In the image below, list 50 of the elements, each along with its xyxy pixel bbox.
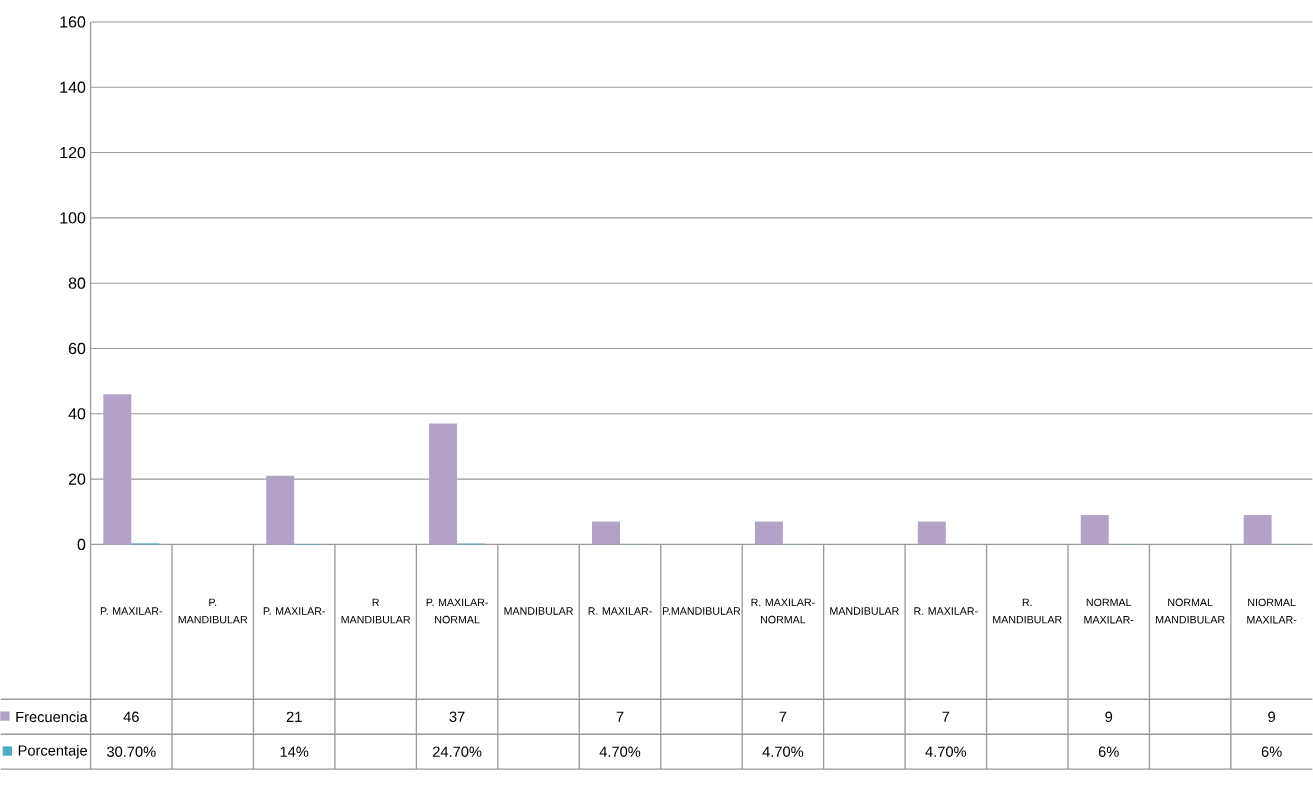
data-label: 24.70%	[432, 746, 482, 757]
data-label: 21	[286, 711, 302, 722]
y-tick-label: 40	[68, 408, 86, 420]
data-label: 9	[1268, 711, 1275, 722]
x-tick-label: NIORMAL MAXILAR-	[1247, 598, 1297, 624]
y-tick-label: 120	[60, 146, 86, 159]
x-tick-label: NORMAL MANDIBULAR	[1156, 598, 1225, 624]
x-tick-label: P.MANDIBULAR	[663, 607, 741, 615]
data-label: 7	[942, 711, 950, 722]
data-label: 6%	[1261, 746, 1282, 757]
bar	[754, 521, 783, 545]
data-label: 6%	[1098, 746, 1119, 757]
x-tick-label: MANDIBULAR	[504, 607, 573, 615]
x-tick-label: NORMAL MAXILAR-	[1084, 598, 1134, 624]
data-label: 37	[449, 711, 465, 722]
legend-label: Porcentaje	[18, 744, 87, 759]
x-tick-label: P. MANDIBULAR	[178, 598, 248, 624]
bar	[592, 521, 621, 545]
x-tick-label: R. MAXILAR-NORMAL	[751, 598, 815, 624]
x-tick-label: R. MAXILAR-	[914, 607, 978, 615]
data-label: 14%	[280, 746, 309, 757]
legend-label: Frecuencia	[16, 711, 88, 723]
bar	[266, 475, 295, 545]
x-tick-label: P. MAXILAR-	[263, 607, 326, 615]
bar	[917, 521, 946, 545]
bar	[1080, 514, 1109, 545]
data-label: 30.70%	[107, 746, 156, 757]
data-label: 4.70%	[762, 746, 804, 757]
y-tick-label: 100	[60, 212, 86, 224]
bar	[103, 394, 132, 545]
bar	[429, 423, 458, 545]
y-tick-label: 0	[77, 538, 86, 550]
x-tick-label: P. MAXILAR-NORMAL	[426, 598, 488, 624]
data-label: 7	[616, 711, 624, 722]
y-tick-label: 60	[68, 342, 86, 355]
y-tick-label: 80	[68, 277, 86, 289]
x-tick-label: R. MAXILAR-	[588, 607, 652, 615]
data-label: 7	[779, 711, 787, 722]
data-label: 9	[1105, 711, 1113, 722]
x-tick-label: R. MANDIBULAR	[993, 598, 1062, 624]
y-tick-label: 160	[60, 16, 86, 28]
data-label: 4.70%	[925, 746, 967, 757]
data-label: 46	[123, 711, 139, 722]
x-tick-label: P. MAXILAR-	[100, 607, 163, 615]
data-label: 4.70%	[599, 746, 641, 757]
x-tick-label: MANDIBULAR	[830, 607, 899, 615]
x-tick-label: R MANDIBULAR	[341, 598, 411, 624]
y-tick-label: 140	[60, 81, 86, 93]
bar	[1243, 514, 1272, 545]
y-tick-label: 20	[68, 473, 86, 485]
